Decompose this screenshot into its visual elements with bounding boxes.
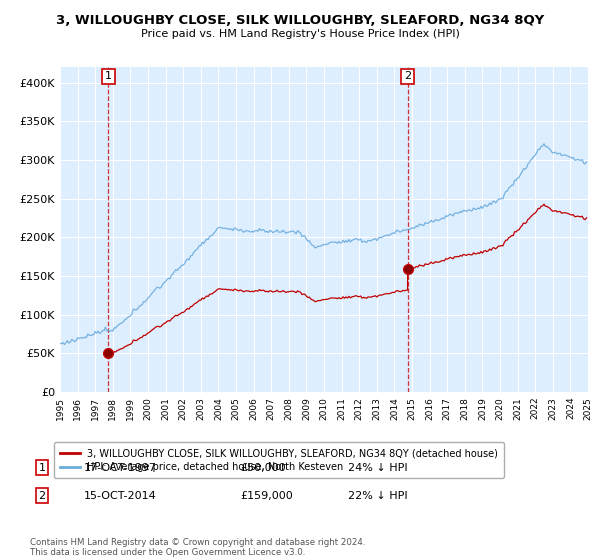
Text: 1: 1 [105, 72, 112, 82]
Text: 2: 2 [404, 72, 411, 82]
Text: 3, WILLOUGHBY CLOSE, SILK WILLOUGHBY, SLEAFORD, NG34 8QY: 3, WILLOUGHBY CLOSE, SILK WILLOUGHBY, SL… [56, 14, 544, 27]
Text: 17-OCT-1997: 17-OCT-1997 [84, 463, 157, 473]
Text: 1: 1 [38, 463, 46, 473]
Legend: 3, WILLOUGHBY CLOSE, SILK WILLOUGHBY, SLEAFORD, NG34 8QY (detached house), HPI: : 3, WILLOUGHBY CLOSE, SILK WILLOUGHBY, SL… [55, 442, 504, 478]
Text: 24% ↓ HPI: 24% ↓ HPI [348, 463, 407, 473]
Text: Price paid vs. HM Land Registry's House Price Index (HPI): Price paid vs. HM Land Registry's House … [140, 29, 460, 39]
Text: £159,000: £159,000 [240, 491, 293, 501]
Text: 2: 2 [38, 491, 46, 501]
Text: £50,000: £50,000 [240, 463, 286, 473]
Text: Contains HM Land Registry data © Crown copyright and database right 2024.
This d: Contains HM Land Registry data © Crown c… [30, 538, 365, 557]
Text: 22% ↓ HPI: 22% ↓ HPI [348, 491, 407, 501]
Text: 15-OCT-2014: 15-OCT-2014 [84, 491, 157, 501]
